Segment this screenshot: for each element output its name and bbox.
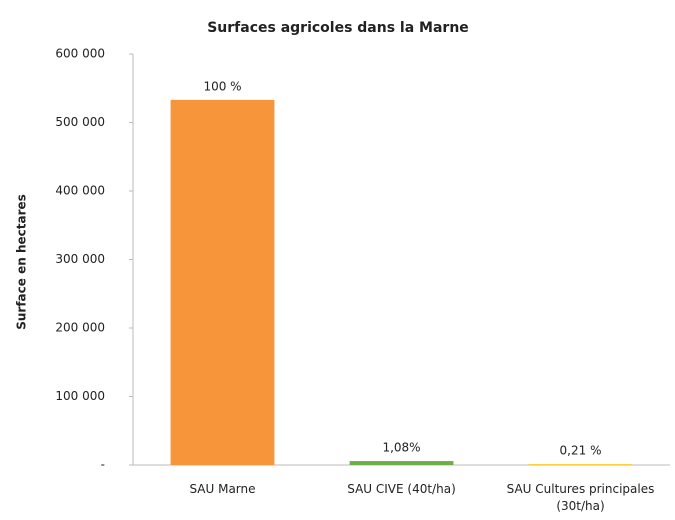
y-axis-label: Surface en hectares — [15, 194, 29, 330]
chart-title: Surfaces agricoles dans la Marne — [207, 20, 469, 36]
x-tick-label: SAU Cultures principales (30t/ha) — [506, 482, 655, 513]
bar-annotation: 1,08% — [382, 441, 420, 455]
y-tick-label: 400 000 — [55, 184, 105, 198]
bar — [349, 461, 454, 465]
y-tick-label: - — [101, 458, 105, 472]
bar — [170, 99, 275, 466]
bar — [528, 464, 633, 465]
y-tick-label: 100 000 — [55, 389, 105, 403]
x-tick-label: SAU CIVE (40t/ha) — [347, 482, 456, 496]
y-tick-label: 600 000 — [55, 47, 105, 61]
y-tick-label: 300 000 — [55, 252, 105, 266]
bar-annotation: 0,21 % — [560, 444, 602, 458]
x-tick-label: SAU Marne — [189, 482, 256, 496]
bar-annotation: 100 % — [203, 79, 241, 93]
y-tick-label: 500 000 — [55, 115, 105, 129]
y-tick-label: 200 000 — [55, 321, 105, 335]
